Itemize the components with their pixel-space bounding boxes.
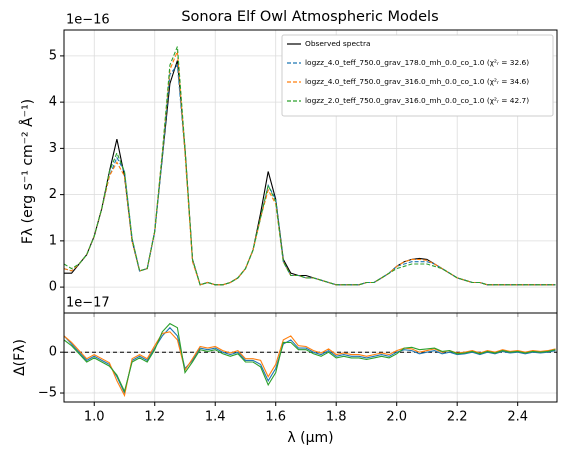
x-tick-label: 2.0 — [386, 410, 407, 425]
y-tick-label: −5 — [38, 386, 57, 401]
y-axis-label: Fλ (erg s⁻¹ cm⁻² Å⁻¹) — [19, 99, 36, 244]
x-tick-label: 1.2 — [144, 410, 165, 425]
x-axis-label: λ (μm) — [287, 430, 333, 446]
y-tick-label: 0 — [49, 280, 57, 295]
y-tick-label: 3 — [49, 141, 57, 156]
series-line — [63, 322, 556, 394]
legend-label: logzz_2.0_teff_750.0_grav_316.0_mh_0.0_c… — [305, 96, 529, 105]
x-tick-label: 1.4 — [205, 410, 226, 425]
y-tick-label: 1 — [49, 233, 57, 248]
series-line — [63, 331, 556, 398]
y-axis-label: Δ(Fλ) — [12, 339, 28, 376]
offset-text: 1e−17 — [66, 296, 110, 311]
x-tick-label: 2.4 — [507, 410, 528, 425]
chart-title: Sonora Elf Owl Atmospheric Models — [181, 9, 438, 25]
x-tick-label: 1.0 — [84, 410, 105, 425]
x-tick-label: 1.6 — [265, 410, 286, 425]
x-tick-label: 1.8 — [326, 410, 347, 425]
y-tick-label: 5 — [49, 48, 57, 63]
y-tick-label: 0 — [49, 345, 57, 360]
series-line — [63, 46, 556, 286]
y-tick-label: 4 — [49, 95, 57, 110]
y-tick-label: 2 — [49, 187, 57, 202]
legend-box — [281, 34, 554, 117]
axes-frame — [63, 312, 558, 403]
offset-text: 1e−16 — [66, 13, 110, 28]
series-line — [63, 326, 556, 395]
x-tick-label: 2.2 — [447, 410, 468, 425]
legend-label: Observed spectra — [305, 39, 371, 48]
legend-label: logzz_4.0_teff_750.0_grav_316.0_mh_0.0_c… — [305, 77, 529, 86]
legend-label: logzz_4.0_teff_750.0_grav_178.0_mh_0.0_c… — [305, 58, 529, 67]
